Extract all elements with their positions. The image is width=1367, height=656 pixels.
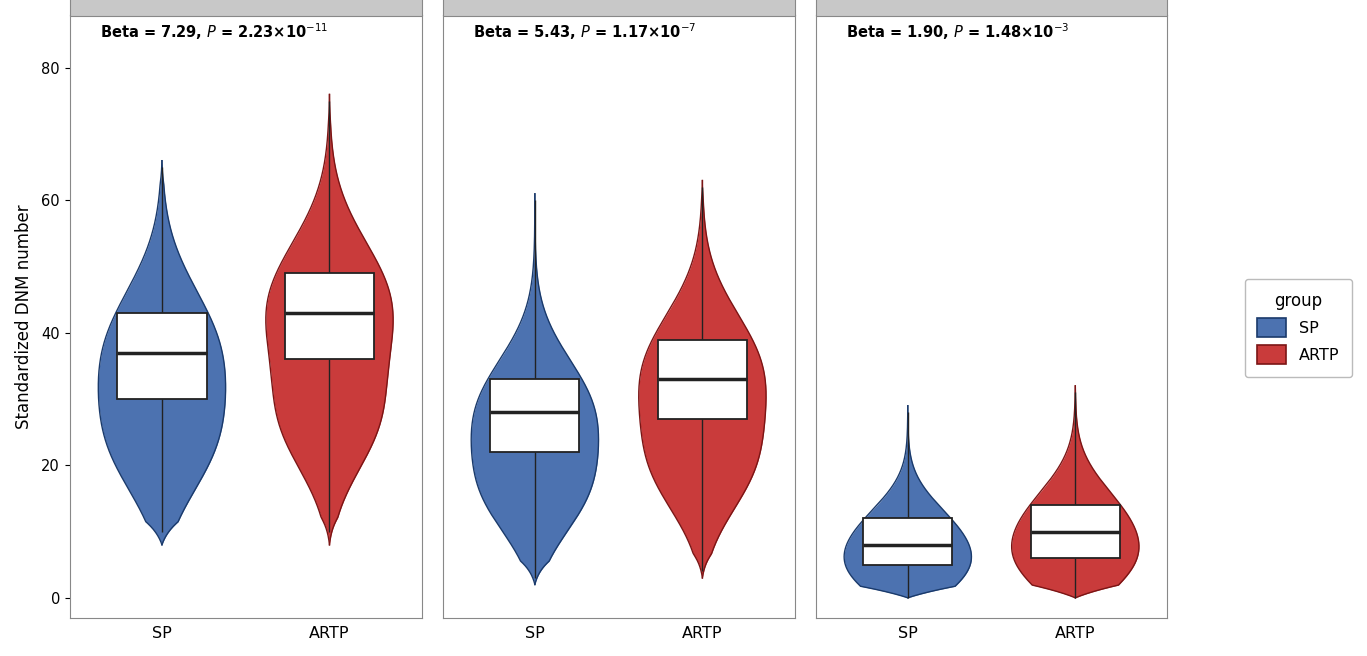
Legend: SP, ARTP: SP, ARTP [1244, 279, 1352, 377]
Bar [1031, 505, 1120, 558]
Text: Beta = 5.43, $P$ = 1.17×10$^{-7}$: Beta = 5.43, $P$ = 1.17×10$^{-7}$ [473, 22, 696, 42]
Text: Paternal DNMs: Paternal DNMs [552, 0, 685, 2]
Text: Maternal DNMs: Maternal DNMs [923, 0, 1061, 2]
Text: Total DNMs: Total DNMs [195, 0, 295, 2]
Bar [284, 274, 375, 359]
Bar [658, 340, 746, 419]
Text: Beta = 7.29, $P$ = 2.23×10$^{-11}$: Beta = 7.29, $P$ = 2.23×10$^{-11}$ [100, 22, 328, 42]
Bar [118, 313, 206, 399]
Bar [491, 379, 580, 452]
Text: Beta = 1.90, $P$ = 1.48×10$^{-3}$: Beta = 1.90, $P$ = 1.48×10$^{-3}$ [846, 22, 1069, 42]
Bar [863, 518, 953, 565]
Y-axis label: Standardized DNM number: Standardized DNM number [15, 204, 33, 428]
